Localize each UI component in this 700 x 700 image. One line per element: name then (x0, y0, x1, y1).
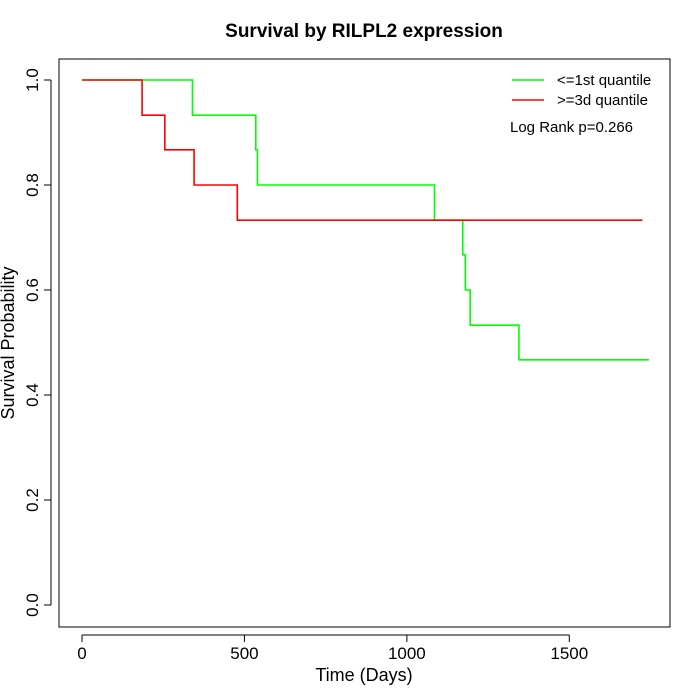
chart-title: Survival by RILPL2 expression (225, 21, 503, 42)
x-tick-label: 1000 (388, 644, 426, 663)
y-tick-label: 0.6 (23, 278, 42, 302)
y-axis-label: Survival Probability (0, 266, 18, 419)
x-tick-label: 500 (230, 644, 258, 663)
x-tick-label: 0 (77, 644, 86, 663)
axes: 0 500 1000 1500 0.0 0.2 0.4 0.6 0.8 1.0 (23, 68, 588, 663)
x-tick-label: 1500 (550, 644, 588, 663)
legend-label: >=3d quantile (557, 92, 648, 109)
y-tick-label: 0.0 (23, 593, 42, 617)
log-rank-annotation: Log Rank p=0.266 (510, 119, 633, 136)
x-axis-label: Time (Days) (315, 665, 412, 685)
y-tick-label: 0.2 (23, 488, 42, 512)
legend-label: <=1st quantile (557, 72, 651, 89)
y-tick-label: 0.4 (23, 383, 42, 407)
series-layer (82, 79, 649, 361)
y-tick-label: 0.8 (23, 173, 42, 197)
plot-frame (58, 58, 671, 628)
series-line-1 (82, 79, 643, 221)
legend: <=1st quantile >=3d quantile (512, 72, 651, 109)
y-tick-label: 1.0 (23, 68, 42, 92)
